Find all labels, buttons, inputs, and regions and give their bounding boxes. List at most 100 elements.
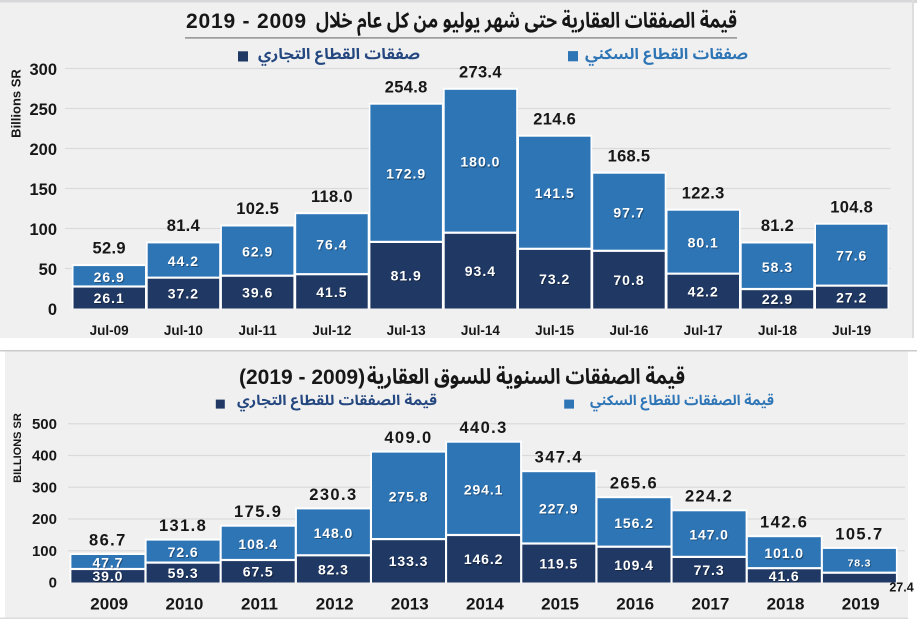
svg-text:78.3: 78.3 — [849, 559, 873, 571]
svg-text:0: 0 — [48, 301, 57, 319]
svg-text:180.0: 180.0 — [461, 155, 501, 171]
svg-text:2014: 2014 — [466, 595, 504, 614]
svg-text:82.3: 82.3 — [318, 561, 349, 577]
svg-text:26.9: 26.9 — [94, 269, 125, 285]
svg-text:148.0: 148.0 — [315, 526, 355, 542]
svg-text:109.4: 109.4 — [614, 557, 654, 573]
svg-text:BILLIONS SR: BILLIONS SR — [12, 413, 24, 483]
svg-text:Jul-14: Jul-14 — [461, 323, 501, 338]
svg-text:72.6: 72.6 — [169, 545, 200, 561]
svg-text:58.3: 58.3 — [762, 259, 793, 275]
svg-text:122.3: 122.3 — [682, 184, 725, 202]
svg-text:2013: 2013 — [391, 595, 429, 614]
svg-text:27.2: 27.2 — [836, 290, 867, 306]
svg-text:148.0: 148.0 — [314, 525, 354, 541]
svg-text:41.6: 41.6 — [770, 569, 801, 585]
svg-text:214.6: 214.6 — [533, 110, 576, 128]
svg-text:141.5: 141.5 — [535, 185, 575, 201]
svg-text:147.0: 147.0 — [690, 528, 730, 544]
svg-text:37.2: 37.2 — [169, 287, 200, 303]
svg-text:42.2: 42.2 — [688, 284, 719, 300]
svg-text:156.2: 156.2 — [615, 516, 655, 532]
svg-text:26.9: 26.9 — [95, 270, 126, 286]
svg-text:172.9: 172.9 — [387, 167, 427, 183]
svg-text:59.3: 59.3 — [169, 566, 200, 582]
svg-text:(2019 - 2009): (2019 - 2009) — [239, 366, 365, 389]
svg-text:72.6: 72.6 — [168, 544, 199, 560]
svg-text:41.5: 41.5 — [316, 284, 347, 300]
svg-text:Jul-12: Jul-12 — [312, 323, 351, 338]
svg-text:146.2: 146.2 — [464, 551, 504, 567]
svg-text:102.5: 102.5 — [236, 200, 279, 218]
svg-text:275.8: 275.8 — [389, 488, 429, 504]
svg-text:180.0: 180.0 — [460, 154, 500, 170]
svg-text:77.3: 77.3 — [695, 563, 726, 579]
svg-text:172.9: 172.9 — [386, 166, 426, 182]
svg-text:82.3: 82.3 — [319, 562, 350, 578]
svg-text:156.2: 156.2 — [614, 515, 654, 531]
svg-text:2011: 2011 — [241, 595, 278, 614]
svg-text:254.8: 254.8 — [385, 78, 428, 96]
svg-text:224.2: 224.2 — [685, 488, 733, 506]
svg-text:119.5: 119.5 — [540, 557, 579, 573]
svg-text:58.3: 58.3 — [763, 260, 794, 276]
svg-text:250: 250 — [29, 101, 57, 119]
svg-text:273.4: 273.4 — [459, 63, 502, 81]
svg-text:37.2: 37.2 — [168, 286, 199, 302]
svg-text:44.2: 44.2 — [168, 253, 199, 269]
svg-text:141.5: 141.5 — [536, 186, 576, 202]
svg-text:41.6: 41.6 — [769, 568, 800, 584]
svg-text:100: 100 — [29, 221, 57, 239]
svg-text:97.7: 97.7 — [613, 205, 644, 221]
svg-text:81.2: 81.2 — [761, 217, 794, 235]
svg-text:Billions SR: Billions SR — [9, 69, 24, 138]
svg-text:400: 400 — [32, 448, 57, 465]
svg-text:97.7: 97.7 — [614, 206, 645, 222]
svg-text:Jul-13: Jul-13 — [387, 323, 427, 338]
svg-text:73.2: 73.2 — [539, 271, 570, 287]
svg-text:42.2: 42.2 — [689, 285, 720, 301]
svg-text:2017: 2017 — [691, 595, 729, 614]
svg-text:275.8: 275.8 — [390, 489, 430, 505]
svg-text:62.9: 62.9 — [243, 245, 274, 261]
svg-text:2019 - 2009: 2019 - 2009 — [186, 10, 307, 33]
svg-text:39.0: 39.0 — [92, 568, 123, 584]
svg-text:347.4: 347.4 — [535, 449, 583, 467]
svg-text:100: 100 — [32, 543, 57, 560]
svg-text:200: 200 — [32, 511, 57, 528]
svg-text:27.4: 27.4 — [889, 581, 913, 595]
svg-text:Jul-16: Jul-16 — [609, 323, 649, 338]
svg-text:77.3: 77.3 — [694, 562, 725, 578]
svg-text:67.5: 67.5 — [244, 565, 275, 581]
svg-text:41.5: 41.5 — [317, 285, 348, 301]
svg-text:62.9: 62.9 — [242, 244, 273, 260]
svg-text:52.9: 52.9 — [93, 240, 126, 258]
svg-text:146.2: 146.2 — [465, 552, 505, 568]
svg-text:Jul-15: Jul-15 — [535, 323, 575, 338]
svg-text:Jul-09: Jul-09 — [90, 323, 129, 338]
svg-text:500: 500 — [32, 416, 57, 433]
svg-text:200: 200 — [29, 141, 57, 159]
svg-text:109.4: 109.4 — [615, 558, 655, 574]
svg-text:70.8: 70.8 — [614, 273, 645, 289]
svg-text:119.5: 119.5 — [539, 555, 578, 571]
svg-text:77.6: 77.6 — [837, 249, 868, 265]
svg-text:300: 300 — [29, 61, 57, 79]
svg-text:39.6: 39.6 — [242, 285, 273, 301]
svg-text:Jul-18: Jul-18 — [758, 323, 798, 338]
svg-text:0: 0 — [49, 575, 57, 592]
svg-text:2016: 2016 — [616, 595, 654, 614]
svg-text:76.4: 76.4 — [316, 237, 347, 253]
svg-text:300: 300 — [32, 479, 57, 496]
svg-text:175.9: 175.9 — [234, 503, 282, 521]
svg-text:80.1: 80.1 — [689, 236, 720, 252]
svg-text:47.7: 47.7 — [92, 554, 123, 570]
svg-text:118.0: 118.0 — [311, 188, 353, 206]
svg-text:26.1: 26.1 — [95, 291, 126, 307]
svg-text:47.7: 47.7 — [93, 556, 124, 572]
svg-text:39.0: 39.0 — [93, 569, 124, 585]
svg-text:80.1: 80.1 — [688, 235, 719, 251]
svg-text:294.1: 294.1 — [464, 481, 504, 497]
svg-text:Jul-17: Jul-17 — [684, 323, 723, 338]
svg-text:227.9: 227.9 — [539, 500, 579, 516]
